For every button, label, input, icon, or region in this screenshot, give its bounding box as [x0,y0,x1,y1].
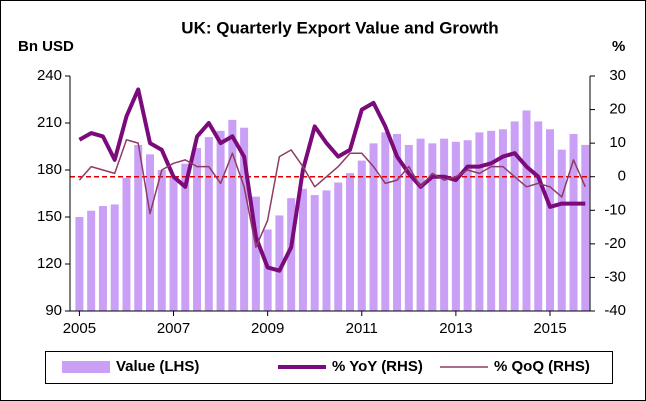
bar [369,143,378,311]
y-tick-label: 210 [37,114,62,131]
bar [440,138,449,311]
bar [287,198,296,311]
y2-axis-label: % [612,38,625,55]
bar [228,119,237,311]
y2-tick-label: 20 [609,101,626,118]
bar [169,176,178,311]
bar [404,144,413,311]
bar [251,196,260,311]
bar [87,210,96,311]
bar [204,137,213,311]
y-tick-label: 150 [37,208,62,225]
bar [393,133,402,311]
line-series [78,87,586,273]
bar [263,229,272,311]
bar [581,144,590,311]
bar [451,141,460,311]
bar [98,206,107,311]
x-tick-label: 2005 [63,320,96,337]
bar [357,160,366,311]
y2-tick-label: 30 [609,67,626,84]
bar [546,129,554,311]
bar [334,182,343,311]
legend-swatch [62,361,110,373]
bar [557,149,566,311]
bar [216,130,225,311]
bar [463,140,472,311]
bar [298,188,307,311]
y-tick-label: 240 [37,67,62,84]
y2-tick-label: -30 [604,268,626,285]
y2-tick-label: 0 [618,168,626,185]
bar [193,148,202,311]
bar [522,110,531,311]
y2-tick-label: -10 [604,201,626,218]
y-tick-label: 180 [37,161,62,178]
x-tick-label: 2011 [346,320,378,337]
bar [134,144,143,311]
y-axis-label: Bn USD [18,38,74,55]
bar [275,215,284,311]
legend [45,351,613,384]
bar [146,154,154,311]
bar [322,190,331,311]
bar [75,217,84,311]
bar [181,163,190,311]
bar [310,195,319,311]
bar [487,130,496,311]
x-tick-label: 2015 [533,320,566,337]
legend-label: % YoY (RHS) [332,358,423,375]
bar [346,173,354,311]
line-series [78,139,586,248]
bar [240,127,249,311]
bar [110,204,119,311]
chart-title: UK: Quarterly Export Value and Growth [181,18,498,37]
bar [381,132,390,311]
bar [498,129,507,311]
y-tick-label: 90 [45,302,62,319]
bar [428,143,437,311]
y2-tick-label: -20 [604,235,626,252]
x-tick-label: 2007 [157,320,190,337]
bar [569,133,578,311]
x-tick-label: 2013 [439,320,472,337]
legend-label: Value (LHS) [116,358,199,375]
y-tick-label: 120 [37,255,62,272]
y2-tick-label: -40 [604,302,626,319]
bar [534,121,543,311]
bar [475,132,484,311]
bar [416,138,425,311]
bar [122,177,131,311]
y2-tick-label: 10 [609,134,626,151]
bar [510,121,519,311]
bar [157,170,166,311]
legend-label: % QoQ (RHS) [494,358,590,375]
x-tick-label: 2009 [251,320,284,337]
